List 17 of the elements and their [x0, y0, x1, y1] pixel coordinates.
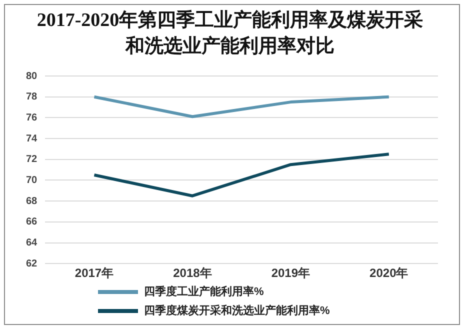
x-tick-label: 2019年	[271, 266, 310, 280]
legend-label: 四季度工业产能利用率%	[144, 284, 264, 299]
legend-label: 四季度煤炭开采和洗选业产能利用率%	[144, 304, 330, 318]
x-tick-label: 2017年	[74, 266, 114, 280]
y-tick-label: 80	[26, 70, 38, 82]
y-tick-label: 68	[26, 196, 38, 207]
y-tick-label: 72	[26, 154, 38, 166]
x-tick-label: 2020年	[370, 266, 408, 280]
y-tick-label: 78	[26, 92, 38, 103]
y-tick-label: 76	[26, 112, 38, 124]
y-tick-label: 64	[26, 238, 38, 249]
y-tick-label: 70	[26, 174, 38, 186]
y-tick-label: 74	[26, 133, 38, 144]
chart-title: 2017-2020年第四季工业产能利用率及煤炭开采和洗选业产能利用率对比	[36, 8, 424, 59]
y-tick-label: 66	[26, 216, 38, 228]
x-tick-label: 2018年	[173, 266, 212, 280]
y-tick-label: 62	[26, 258, 38, 270]
